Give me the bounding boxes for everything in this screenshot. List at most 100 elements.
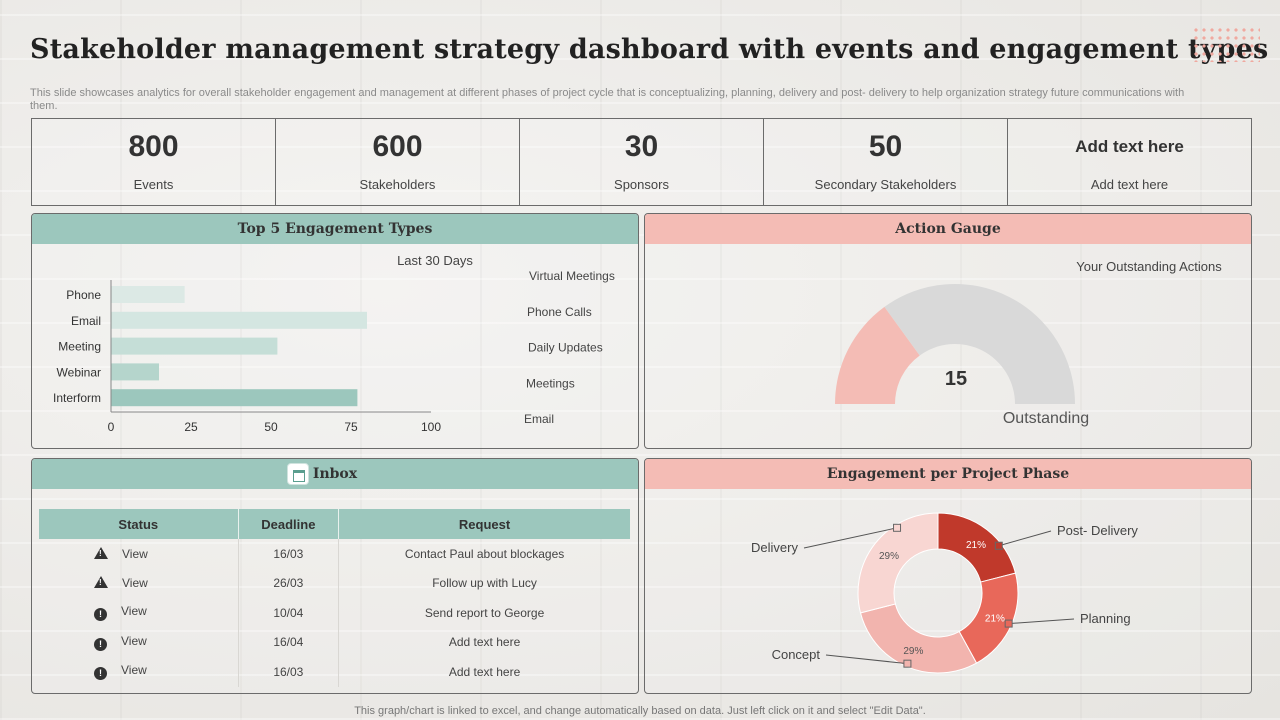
engagement-types-panel: Top 5 Engagement Types Last 30 Days Phone…: [31, 213, 639, 449]
status-link[interactable]: View: [122, 546, 148, 561]
bar-webinar: [111, 363, 159, 381]
bar-phone: [111, 286, 185, 303]
donut-slice-delivery: [857, 512, 939, 614]
kpi-label: Events: [133, 177, 174, 192]
leader-marker: [903, 659, 912, 668]
category-label: Email: [71, 314, 101, 328]
table-header-row: Status Deadline Request: [39, 509, 630, 539]
kpi-label: Add text here: [1090, 177, 1169, 192]
status-cell[interactable]: View: [39, 568, 239, 598]
engagement-bar-chart: Last 30 Days Phone Email Meeting Webinar Inte…: [53, 253, 615, 434]
status-cell[interactable]: View: [39, 539, 239, 569]
panel-header: Action Gauge: [645, 214, 1251, 244]
bar-interform: [111, 389, 358, 407]
action-gauge-chart: 15 Outstanding Your Outstanding Actions: [835, 259, 1222, 427]
gauge-caption: Your Outstanding Actions: [1076, 259, 1222, 274]
panel-header-label: Inbox: [312, 466, 358, 482]
donut-slice-concept: [859, 603, 978, 674]
panel-header: Engagement per Project Phase: [645, 459, 1251, 489]
kpi-sponsors: 30 Sponsors: [520, 119, 764, 205]
page-title: Stakeholder management strategy dashboar…: [30, 34, 1269, 65]
request-cell: Add text here: [448, 635, 521, 650]
warning-icon: [94, 576, 108, 589]
column-header-request: Request: [338, 509, 630, 539]
x-tick-label: 25: [184, 420, 198, 434]
table-row: View 26/03 Follow up with Lucy: [39, 568, 630, 598]
kpi-placeholder: Add text here Add text here: [1008, 119, 1251, 205]
engagement-type-label: Phone Calls: [527, 305, 592, 319]
column-header-deadline: Deadline: [238, 509, 340, 539]
deadline-cell: 16/03: [238, 539, 340, 569]
column-header-status: Status: [39, 509, 239, 539]
bar-email: [111, 311, 367, 329]
status-link[interactable]: View: [121, 604, 147, 619]
request-cell: Contact Paul about blockages: [404, 546, 565, 561]
engagement-type-label: Email: [524, 412, 554, 426]
table-row: ! View 16/03 Add text here: [39, 657, 630, 687]
kpi-value: Add text here: [1075, 137, 1184, 156]
alert-circle-icon: !: [94, 608, 107, 622]
kpi-secondary-stakeholders: 50 Secondary Stakeholders: [764, 119, 1008, 205]
page-subtitle: This slide showcases analytics for overa…: [30, 87, 1185, 112]
kpi-events: 800 Events: [32, 119, 276, 205]
alert-circle-icon: !: [94, 667, 107, 681]
kpi-value: 30: [624, 130, 659, 163]
status-cell[interactable]: ! View: [39, 657, 239, 687]
status-cell[interactable]: ! View: [39, 627, 239, 657]
request-cell: Send report to George: [424, 605, 545, 620]
kpi-label: Sponsors: [614, 177, 669, 192]
table-row: ! View 16/04 Add text here: [39, 627, 630, 657]
leader-line: [1008, 618, 1075, 625]
request-cell: Follow up with Lucy: [432, 576, 537, 591]
x-tick-label: 100: [421, 420, 441, 434]
table-row: View 16/03 Contact Paul about blockages: [39, 539, 630, 569]
deadline-cell: 16/04: [238, 627, 340, 657]
leader-marker: [994, 541, 1003, 550]
gauge-filled-arc: [835, 306, 920, 404]
chart-period-label: Last 30 Days: [397, 253, 473, 268]
request-cell: Add text here: [448, 664, 521, 679]
donut-percent-label: 29%: [879, 551, 899, 562]
kpi-label: Secondary Stakeholders: [814, 177, 957, 192]
status-link[interactable]: View: [122, 576, 148, 591]
donut-category-label: Post- Delivery: [1057, 523, 1138, 538]
action-gauge-panel: Action Gauge 15 Outstanding Your Outstandi…: [644, 213, 1252, 449]
kpi-value: 600: [372, 130, 423, 163]
leader-line: [803, 527, 898, 549]
donut-percent-label: 21%: [985, 614, 1005, 625]
footer-note: This graph/chart is linked to excel, and…: [354, 705, 926, 717]
inbox-icon: [287, 463, 309, 485]
alert-circle-icon: !: [94, 637, 107, 651]
donut-percent-label: 21%: [966, 540, 986, 551]
gauge-remaining-arc: [884, 284, 1075, 404]
deadline-cell: 16/03: [238, 657, 340, 687]
status-cell[interactable]: ! View: [39, 598, 239, 628]
status-link[interactable]: View: [121, 633, 147, 648]
kpi-value: 50: [868, 130, 903, 163]
inbox-panel: Inbox Status Deadline Request View 16/03…: [31, 458, 639, 694]
kpi-row: 800 Events 600 Stakeholders 30 Sponsors …: [31, 118, 1252, 206]
donut-category-label: Concept: [772, 647, 821, 662]
kpi-value: 800: [128, 130, 179, 163]
x-tick-label: 0: [108, 420, 115, 434]
category-label: Meeting: [58, 340, 101, 354]
leader-marker: [1004, 619, 1013, 628]
x-tick-label: 75: [344, 420, 358, 434]
category-label: Webinar: [57, 365, 101, 379]
gauge-outstanding-label: Outstanding: [1003, 410, 1089, 427]
warning-icon: [94, 546, 108, 559]
donut-category-label: Planning: [1080, 611, 1131, 626]
phase-donut-chart: 21% Post- Delivery 21% Planning 29% Concept 29…: [751, 512, 1138, 674]
decorative-dots: [1192, 26, 1260, 62]
panel-header: Top 5 Engagement Types: [32, 214, 638, 244]
engagement-type-label: Daily Updates: [528, 341, 603, 355]
inbox-table: Status Deadline Request View 16/03 Conta…: [39, 509, 630, 687]
category-label: Phone: [66, 288, 101, 302]
donut-percent-label: 29%: [903, 646, 923, 657]
deadline-cell: 26/03: [238, 568, 340, 598]
table-row: ! View 10/04 Send report to George: [39, 598, 630, 628]
category-label: Interform: [53, 391, 101, 405]
leader-marker: [893, 523, 902, 532]
status-link[interactable]: View: [121, 663, 147, 678]
deadline-cell: 10/04: [238, 598, 340, 628]
